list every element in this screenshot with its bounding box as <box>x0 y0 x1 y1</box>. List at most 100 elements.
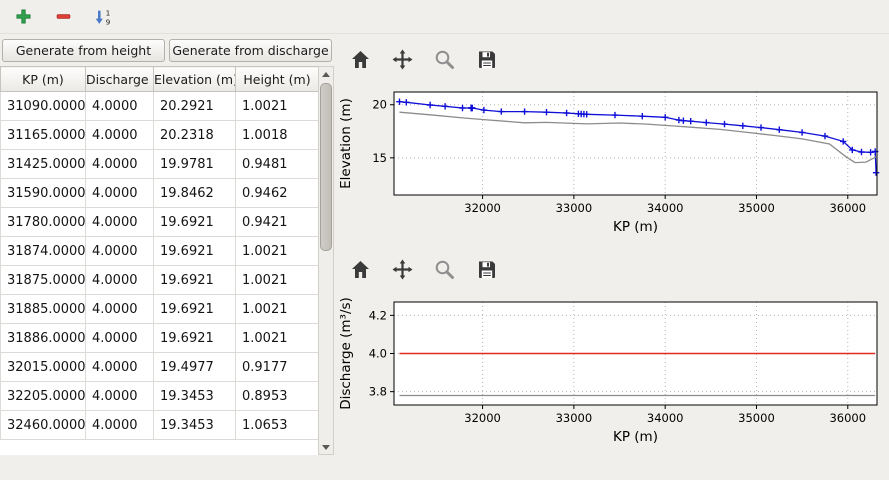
table-row[interactable]: 31780.0000 4.0000 19.6921 0.9421 <box>0 207 318 237</box>
remove-row-button[interactable] <box>48 4 78 30</box>
table-cell[interactable]: 4.0000 <box>85 294 154 324</box>
table-cell[interactable]: 31874.0000 <box>0 236 86 266</box>
scrollbar-down-button[interactable] <box>319 440 333 454</box>
table-cell[interactable]: 4.0000 <box>85 178 154 208</box>
table-cell[interactable]: 4.0000 <box>85 149 154 179</box>
table-cell[interactable]: 4.0000 <box>85 265 154 295</box>
table-cell[interactable]: 19.3453 <box>153 410 236 440</box>
table-cell[interactable]: 32015.0000 <box>0 352 86 382</box>
sort-down-icon: 1 9 <box>95 8 111 26</box>
pan-button[interactable] <box>390 257 415 282</box>
column-header-kp[interactable]: KP (m) <box>0 66 86 92</box>
discharge-chart[interactable]: 32000 33000 34000 35000 36000 3.8 4.0 4.2 KP (m)… <box>336 290 889 453</box>
scrollbar-up-button[interactable] <box>319 67 333 81</box>
table-cell[interactable]: 19.6921 <box>153 207 236 237</box>
cross-section-table[interactable]: KP (m) Discharge (m³/s) Elevation (m) He… <box>0 66 318 455</box>
table-cell[interactable]: 19.6921 <box>153 236 236 266</box>
table-cell[interactable]: 4.0000 <box>85 91 154 121</box>
table-row[interactable]: 31090.0000 4.0000 20.2921 1.0021 <box>0 91 318 121</box>
column-header-elevation[interactable]: Elevation (m) <box>153 66 236 92</box>
generate-from-discharge-button[interactable]: Generate from discharge <box>169 39 332 62</box>
table-cell[interactable]: 0.9462 <box>235 178 318 208</box>
table-cell[interactable]: 1.0021 <box>235 265 318 295</box>
table-cell[interactable]: 32460.0000 <box>0 410 86 440</box>
table-cell[interactable]: 4.0000 <box>85 381 154 411</box>
zoom-button[interactable] <box>432 47 457 72</box>
table-row[interactable]: 31165.0000 4.0000 20.2318 1.0018 <box>0 120 318 150</box>
table-cell[interactable]: 19.6921 <box>153 294 236 324</box>
table-cell[interactable]: 31875.0000 <box>0 265 86 295</box>
table-cell[interactable]: 19.9781 <box>153 149 236 179</box>
scrollbar-thumb[interactable] <box>320 83 332 251</box>
table-cell[interactable]: 19.4977 <box>153 352 236 382</box>
table-cell[interactable]: 32205.0000 <box>0 381 86 411</box>
table-scrollbar[interactable] <box>318 66 334 455</box>
table-row[interactable]: 31885.0000 4.0000 19.6921 1.0021 <box>0 294 318 324</box>
svg-text:Discharge (m³/s): Discharge (m³/s) <box>338 297 354 410</box>
arrow-up-icon <box>322 71 330 77</box>
table-cell[interactable]: 31590.0000 <box>0 178 86 208</box>
table-row[interactable]: 31425.0000 4.0000 19.9781 0.9481 <box>0 149 318 179</box>
main-toolbar: 1 9 <box>0 0 889 34</box>
table-cell[interactable]: 1.0653 <box>235 410 318 440</box>
table-cell[interactable]: 19.8462 <box>153 178 236 208</box>
column-header-discharge[interactable]: Discharge (m³/s) <box>85 66 154 92</box>
generate-from-height-button[interactable]: Generate from height <box>2 39 165 62</box>
table-cell[interactable]: 4.0000 <box>85 323 154 353</box>
pan-button[interactable] <box>390 47 415 72</box>
table-cell[interactable]: 19.6921 <box>153 265 236 295</box>
svg-text:4.0: 4.0 <box>369 347 387 361</box>
svg-text:4.2: 4.2 <box>369 308 387 322</box>
minus-icon <box>56 14 70 19</box>
svg-text:35000: 35000 <box>738 411 775 425</box>
table-row[interactable]: 32205.0000 4.0000 19.3453 0.8953 <box>0 381 318 411</box>
table-cell[interactable]: 4.0000 <box>85 207 154 237</box>
table-cell[interactable]: 20.2921 <box>153 91 236 121</box>
table-row[interactable]: 31886.0000 4.0000 19.6921 1.0021 <box>0 323 318 353</box>
table-cell[interactable]: 4.0000 <box>85 352 154 382</box>
save-button[interactable] <box>474 257 499 282</box>
plus-icon <box>15 9 31 24</box>
table-row[interactable]: 31874.0000 4.0000 19.6921 1.0021 <box>0 236 318 266</box>
table-row[interactable]: 32460.0000 4.0000 19.3453 1.0653 <box>0 410 318 440</box>
sort-digit-bottom: 9 <box>106 17 111 26</box>
column-header-height[interactable]: Height (m) <box>235 66 318 92</box>
table-cell[interactable]: 31165.0000 <box>0 120 86 150</box>
svg-text:33000: 33000 <box>556 411 593 425</box>
table-cell[interactable]: 31886.0000 <box>0 323 86 353</box>
elevation-chart[interactable]: 32000 33000 34000 35000 36000 15 20 KP (m) Eleva… <box>336 80 889 243</box>
table-cell[interactable]: 19.6921 <box>153 323 236 353</box>
home-icon <box>352 50 369 68</box>
table-cell[interactable]: 31885.0000 <box>0 294 86 324</box>
table-row[interactable]: 31875.0000 4.0000 19.6921 1.0021 <box>0 265 318 295</box>
home-button[interactable] <box>348 47 373 72</box>
svg-text:36000: 36000 <box>829 411 866 425</box>
table-cell[interactable]: 1.0021 <box>235 91 318 121</box>
table-cell[interactable]: 4.0000 <box>85 120 154 150</box>
table-cell[interactable]: 31425.0000 <box>0 149 86 179</box>
save-button[interactable] <box>474 47 499 72</box>
elevation-chart-toolbar <box>348 43 499 75</box>
table-cell[interactable]: 0.8953 <box>235 381 318 411</box>
table-cell[interactable]: 19.3453 <box>153 381 236 411</box>
svg-text:32000: 32000 <box>464 411 501 425</box>
table-row[interactable]: 31590.0000 4.0000 19.8462 0.9462 <box>0 178 318 208</box>
table-cell[interactable]: 0.9177 <box>235 352 318 382</box>
table-cell[interactable]: 1.0021 <box>235 323 318 353</box>
table-cell[interactable]: 0.9421 <box>235 207 318 237</box>
sort-rows-button[interactable]: 1 9 <box>88 4 118 30</box>
table-cell[interactable]: 20.2318 <box>153 120 236 150</box>
table-row[interactable]: 32015.0000 4.0000 19.4977 0.9177 <box>0 352 318 382</box>
zoom-button[interactable] <box>432 257 457 282</box>
add-row-button[interactable] <box>8 4 38 30</box>
table-cell[interactable]: 31090.0000 <box>0 91 86 121</box>
table-cell[interactable]: 1.0021 <box>235 236 318 266</box>
table-cell[interactable]: 4.0000 <box>85 410 154 440</box>
table-cell[interactable]: 0.9481 <box>235 149 318 179</box>
table-cell[interactable]: 1.0018 <box>235 120 318 150</box>
table-cell[interactable]: 1.0021 <box>235 294 318 324</box>
table-cell[interactable]: 4.0000 <box>85 236 154 266</box>
home-button[interactable] <box>348 257 373 282</box>
svg-text:34000: 34000 <box>647 201 684 215</box>
table-cell[interactable]: 31780.0000 <box>0 207 86 237</box>
